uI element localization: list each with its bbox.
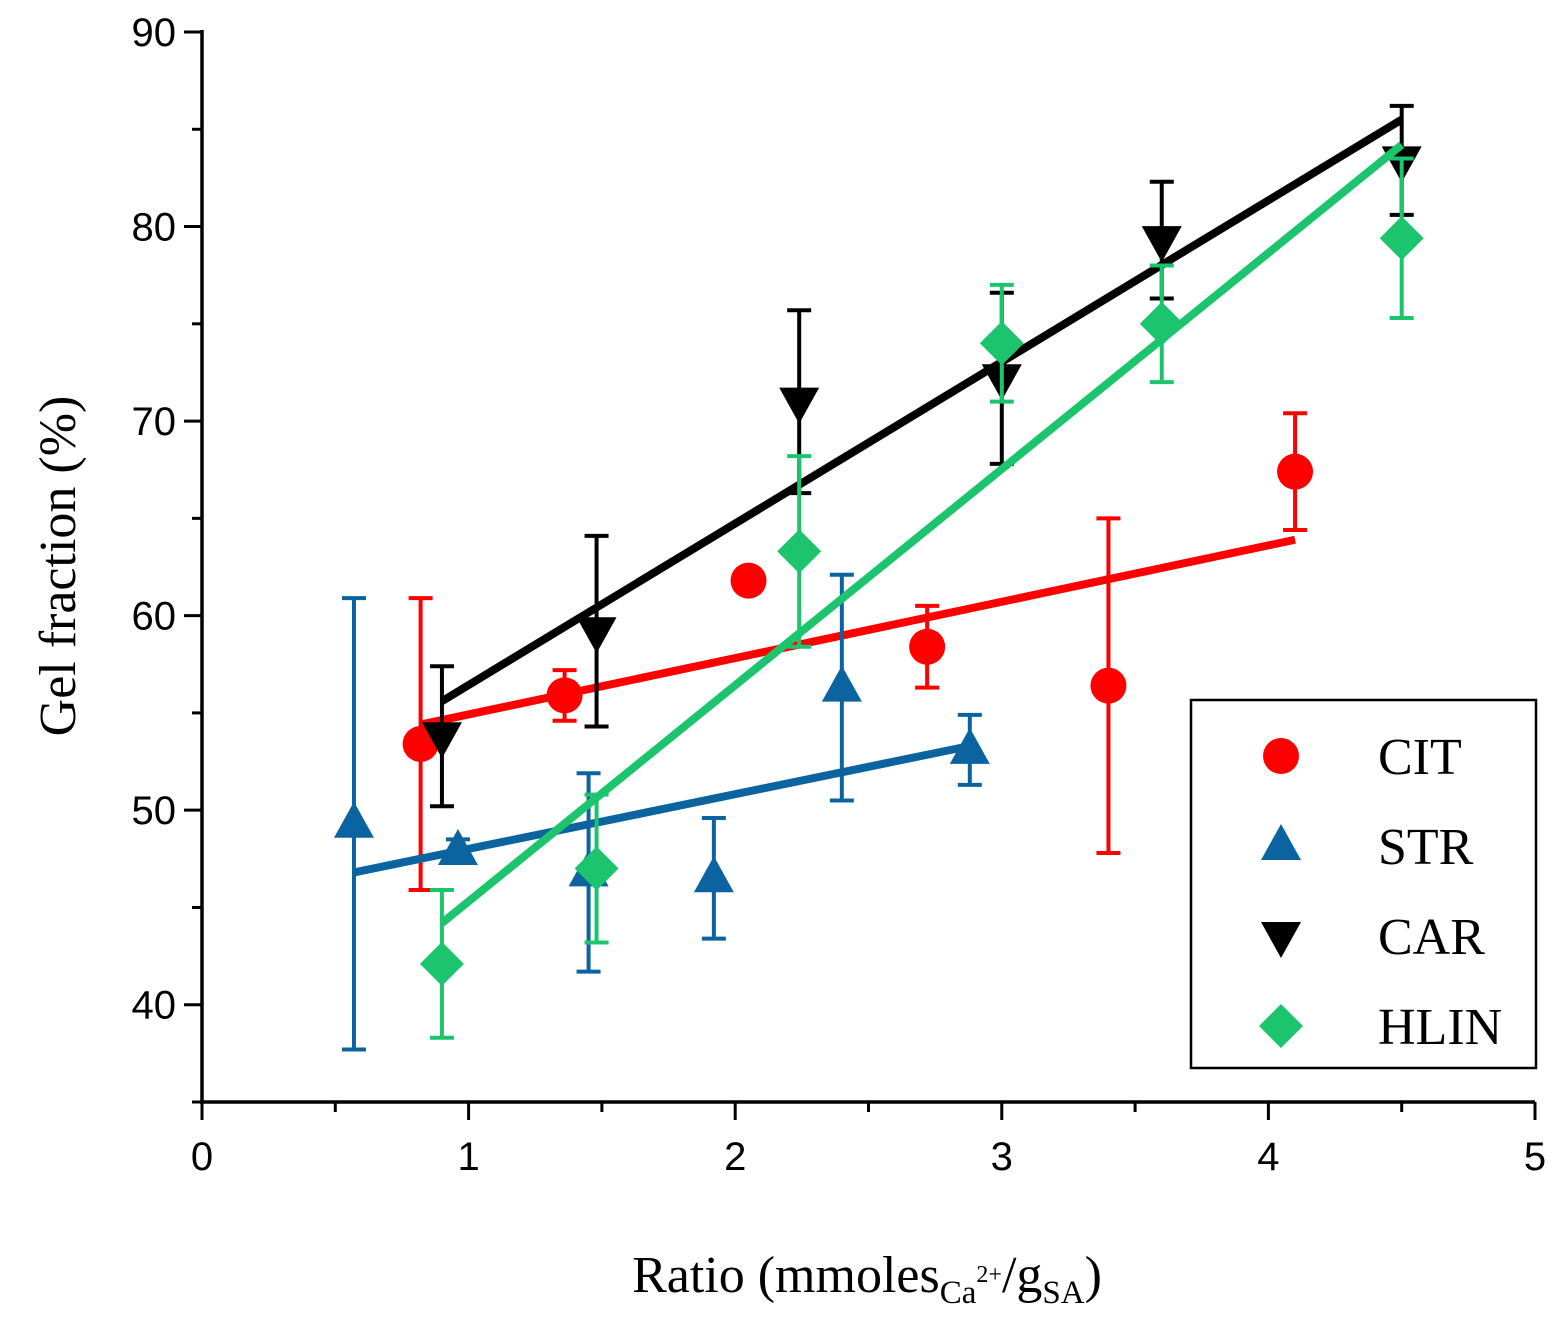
y-tick-label: 40	[132, 984, 177, 1028]
x-tick-label: 5	[1524, 1135, 1546, 1179]
data-point-cit	[1277, 453, 1314, 490]
data-point-cit	[730, 562, 767, 599]
legend-marker-hlin	[1259, 1004, 1303, 1048]
x-tick-label: 4	[1257, 1135, 1279, 1179]
x-axis-title-main: Ratio (mmoles	[632, 1247, 940, 1304]
data-point-cit	[909, 628, 946, 665]
data-point-str	[333, 801, 374, 838]
data-point-str	[821, 665, 862, 702]
series-hlin	[419, 141, 1424, 1040]
data-point-hlin	[1139, 301, 1184, 346]
data-point-car	[1141, 226, 1182, 263]
y-axis-title: Gel fraction (%)	[30, 396, 87, 737]
legend-label-hlin: HLIN	[1378, 999, 1502, 1056]
data-point-hlin	[574, 846, 619, 891]
y-tick-label: 80	[132, 206, 177, 250]
legend-marker-car	[1261, 922, 1301, 958]
legend-markers	[1259, 738, 1303, 1048]
plot-area: 40 50 60 70 80 90 0 1 2 3 4 5	[132, 11, 1547, 1179]
data-point-hlin	[979, 321, 1024, 366]
series-cit	[402, 411, 1314, 892]
data-point-car	[576, 617, 617, 654]
data-point-str	[949, 727, 990, 764]
data-point-cit	[546, 677, 583, 714]
legend-label-cit: CIT	[1378, 729, 1462, 786]
x-tick-label: 2	[724, 1135, 746, 1179]
x-axis-title-slash-g: /g	[1002, 1247, 1042, 1304]
y-tick-label: 60	[132, 595, 177, 639]
data-point-hlin	[1379, 216, 1424, 261]
x-axis-title-close: )	[1085, 1247, 1102, 1304]
data-point-hlin	[777, 529, 822, 574]
y-tick-label: 90	[132, 11, 177, 55]
x-tick-label: 0	[191, 1135, 213, 1179]
legend-label-car: CAR	[1378, 909, 1485, 966]
x-tick-label: 3	[991, 1135, 1013, 1179]
legend-box	[1189, 698, 1538, 1070]
x-axis-title-sub-ca: Ca	[940, 1275, 977, 1311]
data-point-cit	[1090, 667, 1127, 704]
x-axis-title: Ratio (mmolesCa2+/gSA)	[632, 1247, 1102, 1311]
legend-marker-cit	[1263, 738, 1299, 774]
legend-label-str: STR	[1378, 819, 1474, 876]
data-point-str	[693, 856, 734, 893]
series-str	[333, 572, 990, 1052]
fit-line-car	[439, 116, 1404, 705]
data-point-str	[437, 829, 478, 866]
legend-marker-str	[1261, 824, 1301, 860]
data-point-car	[421, 722, 462, 759]
data-point-hlin	[419, 941, 464, 986]
y-tick-label: 50	[132, 789, 177, 833]
x-axis-title-sub-sa: SA	[1042, 1275, 1084, 1311]
y-tick-label: 70	[132, 400, 177, 444]
x-axis-title-sup-charge: 2+	[976, 1262, 1002, 1288]
legend: CIT STR CAR HLIN	[1189, 698, 1538, 1070]
data-point-car	[779, 387, 820, 424]
x-tick-label: 1	[457, 1135, 479, 1179]
